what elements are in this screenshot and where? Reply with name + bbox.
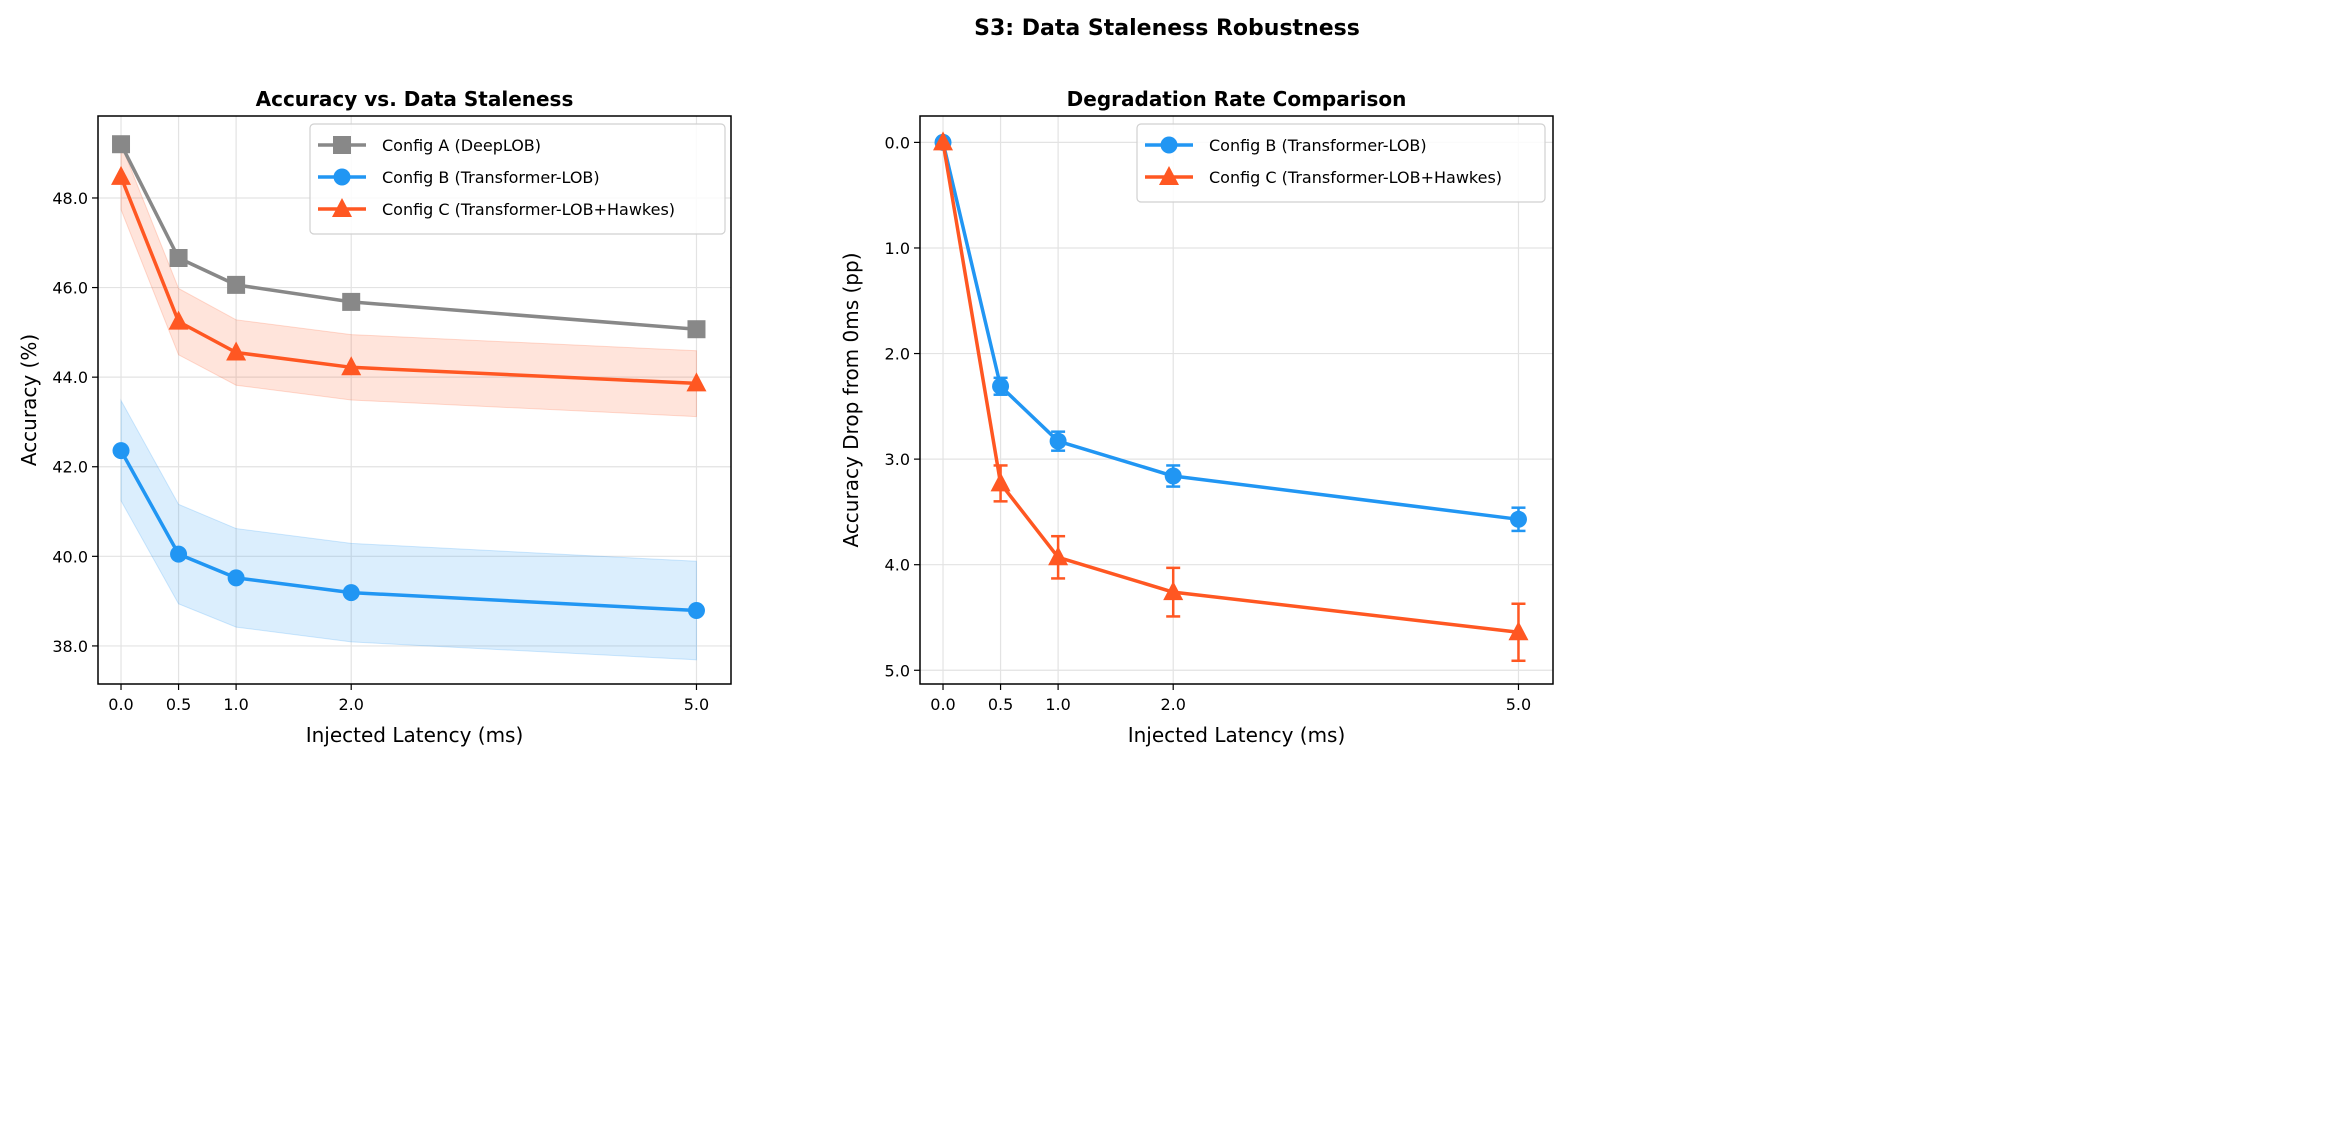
x-tick-label: 5.0 [1506,695,1531,714]
x-tick-label: 2.0 [338,695,363,714]
data-point [111,165,132,185]
x-tick-label: 5.0 [684,695,709,714]
y-tick-label: 3.0 [885,450,910,469]
y-tick-label: 46.0 [52,279,88,298]
x-tick-label: 0.5 [988,695,1013,714]
y-tick-label: 40.0 [52,547,88,566]
axes-frame [919,115,1554,685]
confidence-band [120,398,697,661]
triangle-marker-icon [1159,166,1179,185]
figure-suptitle: S3: Data Staleness Robustness [974,16,1360,41]
axes-frame [97,115,732,685]
y-tick-label: 1.0 [885,239,910,258]
data-point [168,310,189,330]
data-point [342,292,361,311]
data-point [341,356,362,376]
chart-title: Degradation Rate Comparison [1067,87,1407,111]
data-point [1049,432,1067,450]
x-tick-label: 0.0 [930,695,955,714]
legend-label: Config B (Transformer-LOB) [1209,136,1427,155]
data-point [1508,621,1529,641]
legend-box [309,123,726,235]
data-point [226,341,247,361]
legend-item: Config B (Transformer-LOB) [318,168,600,187]
data-point [990,472,1011,492]
data-point [169,249,188,267]
legend-label: Config C (Transformer-LOB+Hawkes) [1209,168,1502,187]
confidence-band [120,144,697,418]
degradation-chart: 0.0 0.5 1.0 2.0 5.0 0.0 1.0 2.0 3.0 4.0 5.0 Degrada… [839,87,1554,747]
y-tick-label: 0.0 [885,133,910,152]
data-point [227,569,245,587]
y-tick-label: 2.0 [885,345,910,364]
data-point [687,320,706,339]
data-point [1164,467,1182,485]
legend: Config A (DeepLOB) Config B (Transformer-… [309,123,726,235]
data-point [112,135,131,154]
data-point [687,602,705,620]
data-point [342,584,360,602]
legend-item: Config C (Transformer-LOB+Hawkes) [318,198,675,219]
y-tick-label: 4.0 [885,556,910,575]
data-point [112,442,130,460]
accuracy-chart: 0.0 0.5 1.0 2.0 5.0 38.0 40.0 42.0 44.0 46.0 48.0 A… [17,87,732,747]
circle-marker-icon [333,168,351,186]
legend-label: Config A (DeepLOB) [382,136,541,155]
y-tick-label: 44.0 [52,368,88,387]
data-point [227,275,246,294]
data-point [1163,581,1184,601]
data-point [992,377,1010,395]
data-point [1509,510,1527,528]
x-tick-label: 0.5 [166,695,191,714]
y-tick-label: 5.0 [885,661,910,680]
legend-label: Config C (Transformer-LOB+Hawkes) [382,200,675,219]
chart-title: Accuracy vs. Data Staleness [256,87,574,111]
series-line [941,142,1519,635]
x-tick-label: 1.0 [1045,695,1070,714]
y-tick-label: 48.0 [52,189,88,208]
x-tick-label: 0.0 [108,695,133,714]
legend-item: Config A (DeepLOB) [318,136,541,155]
data-point [686,372,707,392]
legend-box [1136,123,1546,203]
y-tick-label: 38.0 [52,637,88,656]
data-point [170,545,188,563]
x-axis-label: Injected Latency (ms) [306,723,524,747]
legend-item: Config C (Transformer-LOB+Hawkes) [1145,166,1502,187]
triangle-marker-icon [332,198,352,217]
y-axis-label: Accuracy (%) [17,334,41,466]
x-axis-label: Injected Latency (ms) [1128,723,1346,747]
square-marker-icon [333,136,351,154]
data-point [1048,546,1069,566]
circle-marker-icon [1160,136,1178,154]
legend-label: Config B (Transformer-LOB) [382,168,600,187]
x-tick-label: 1.0 [223,695,248,714]
legend: Config B (Transformer-LOB) Config C (Tran… [1136,123,1546,203]
data-point [933,131,954,151]
legend-item: Config B (Transformer-LOB) [1145,136,1427,155]
y-tick-label: 42.0 [52,458,88,477]
x-tick-label: 2.0 [1160,695,1185,714]
y-axis-label: Accuracy Drop from 0ms (pp) [839,252,863,547]
